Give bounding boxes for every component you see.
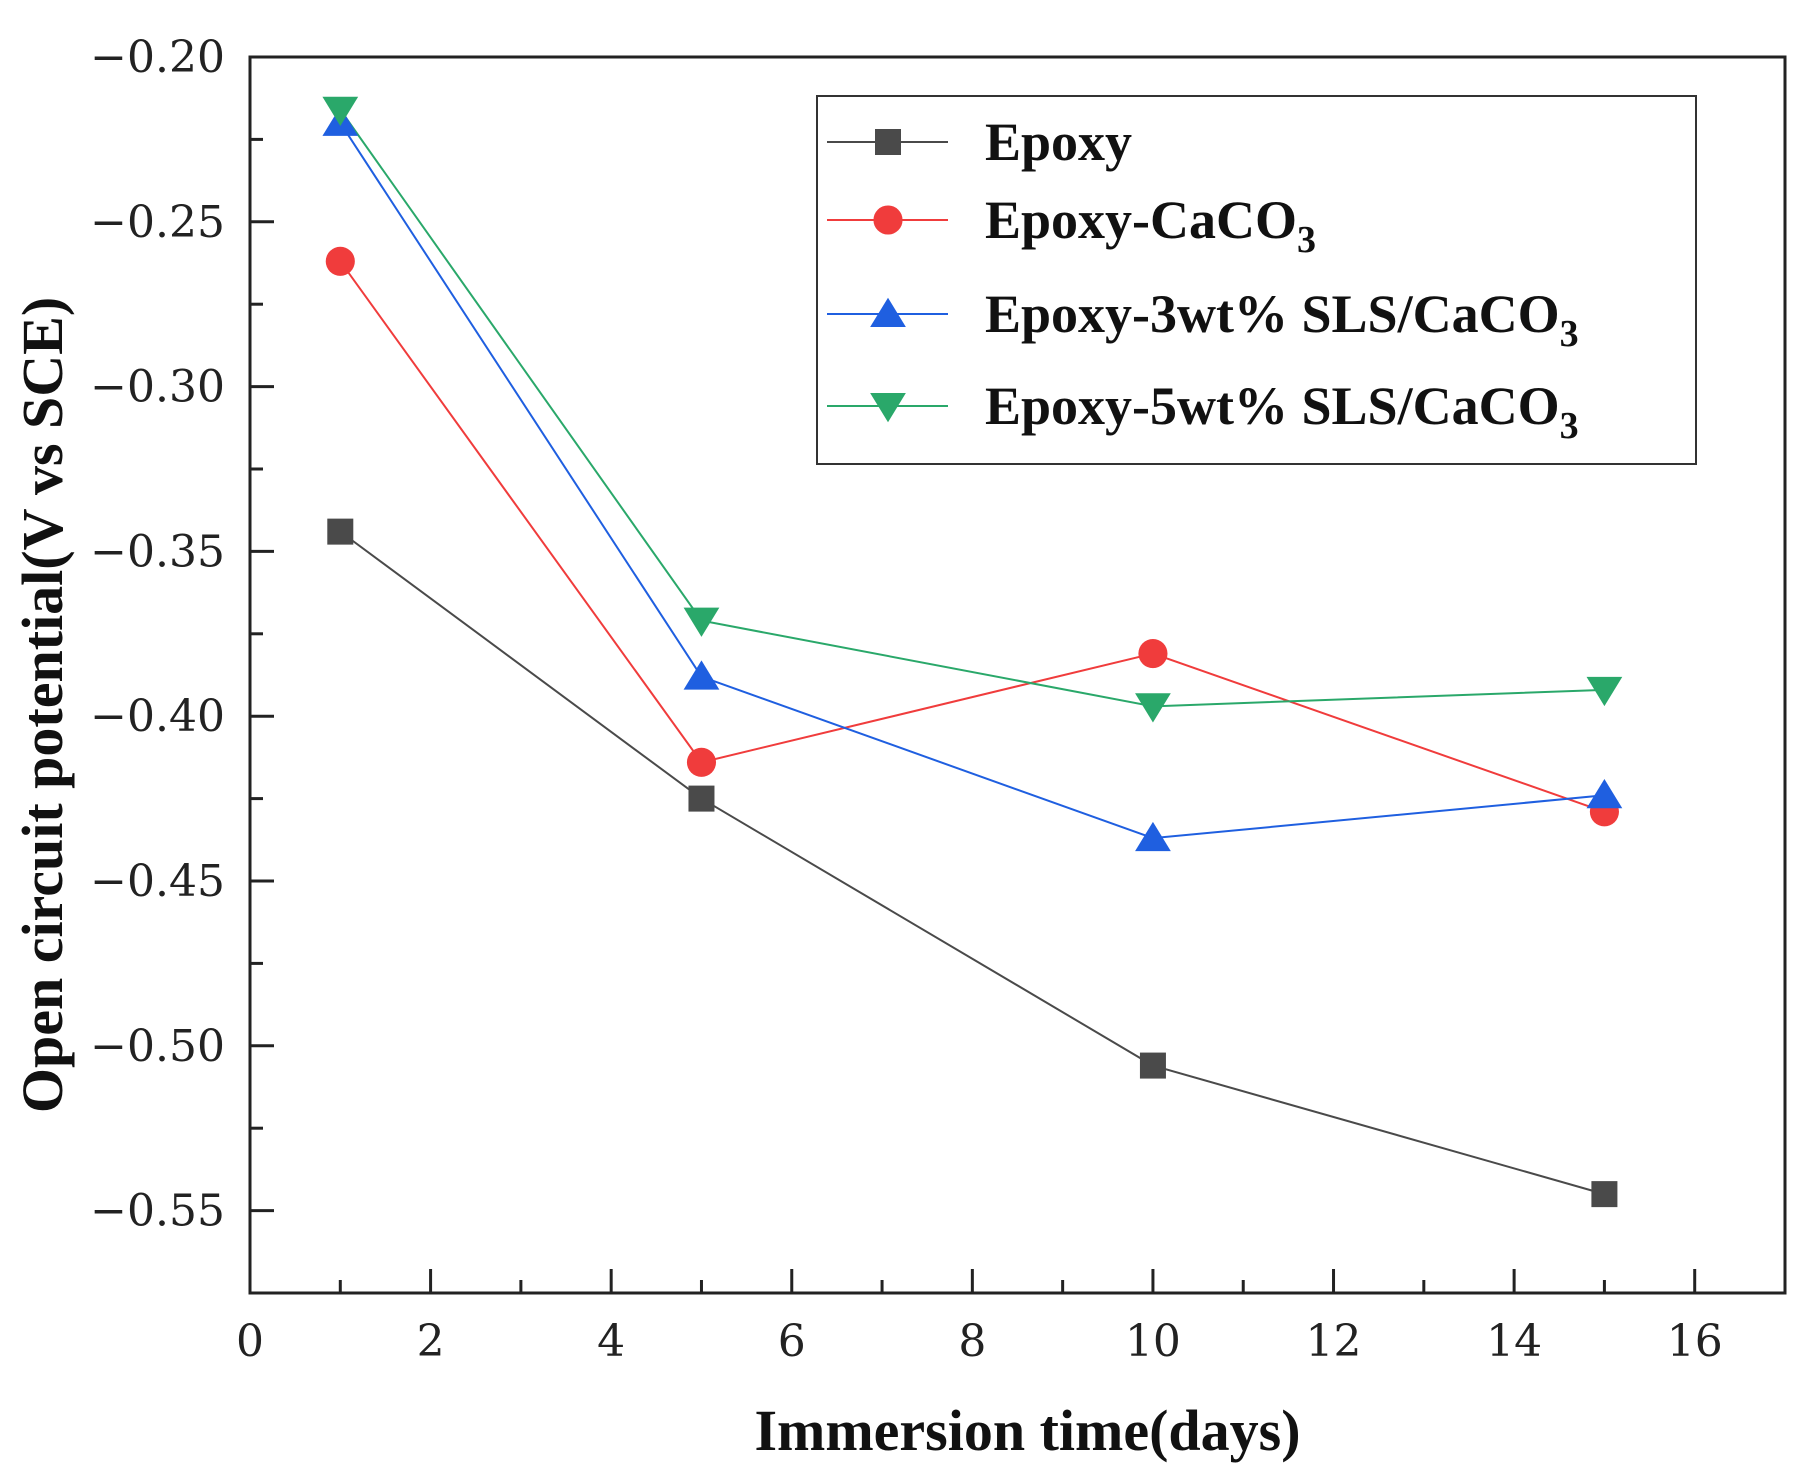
legend-marker — [873, 205, 903, 235]
data-point-2 — [683, 660, 720, 690]
y-tick-label: −0.50 — [90, 1021, 225, 1072]
legend-label-text: Epoxy-3wt% SLS/CaCO — [985, 284, 1560, 344]
y-tick-label: −0.45 — [90, 856, 225, 907]
plot-frame — [248, 55, 1787, 1295]
y-axis-title: Open circuit potential(V vs SCE) — [10, 297, 75, 1113]
x-tick-label: 10 — [1125, 1316, 1181, 1367]
data-point-0 — [327, 518, 354, 545]
legend-label-text: Epoxy-5wt% SLS/CaCO — [985, 376, 1560, 436]
data-point-3 — [1135, 693, 1171, 723]
data-point-0 — [688, 785, 715, 812]
y-tick-label: −0.35 — [90, 526, 225, 577]
legend-label: Epoxy — [985, 112, 1132, 172]
legend-label-subscript: 3 — [1297, 219, 1316, 261]
x-tick-label: 12 — [1306, 1316, 1362, 1367]
legend-marker — [875, 129, 901, 155]
data-point-0 — [1591, 1181, 1618, 1208]
x-tick-label: 14 — [1486, 1316, 1542, 1367]
y-tick-label: −0.40 — [90, 691, 225, 742]
x-tick-label: 0 — [236, 1316, 264, 1367]
legend-label-text: Epoxy-CaCO — [985, 190, 1297, 250]
legend-marker — [870, 297, 906, 327]
legend-label-text: Epoxy — [985, 112, 1132, 172]
x-tick-label: 4 — [597, 1316, 625, 1367]
legend-label: Epoxy-CaCO3 — [985, 190, 1316, 261]
y-tick-label: −0.25 — [90, 197, 225, 248]
x-tick-label: 6 — [778, 1316, 806, 1367]
x-tick-labels: 0 2 4 6 8 10 12 14 16 — [236, 1316, 1723, 1367]
legend-label-subscript: 3 — [1560, 313, 1579, 355]
legend-label: Epoxy-3wt% SLS/CaCO3 — [985, 284, 1579, 355]
legend-label: Epoxy-5wt% SLS/CaCO3 — [985, 376, 1579, 447]
data-point-3 — [683, 607, 720, 637]
x-axis-title: Immersion time(days) — [754, 1398, 1300, 1463]
data-point-3 — [322, 96, 359, 126]
y-tick-label: −0.30 — [90, 362, 225, 413]
data-point-2 — [1135, 821, 1171, 852]
y-tick-labels: −0.20 −0.25 −0.30 −0.35 −0.40 −0.45 −0.50 −0.55 — [90, 32, 225, 1237]
series-line-2 — [339, 122, 1605, 840]
series-line-0 — [339, 530, 1605, 1196]
data-point-2 — [1586, 779, 1623, 809]
series-markers — [322, 96, 1623, 1208]
x-tick-label: 8 — [958, 1316, 986, 1367]
series-lines — [339, 109, 1605, 1196]
series-line-1 — [339, 260, 1605, 813]
data-point-3 — [1586, 676, 1623, 707]
y-tick-label: −0.20 — [90, 32, 225, 83]
data-point-1 — [686, 747, 717, 777]
x-tick-label: 16 — [1667, 1316, 1723, 1367]
data-point-0 — [1139, 1052, 1166, 1079]
legend-box — [816, 95, 1697, 465]
y-tick-label: −0.55 — [90, 1186, 225, 1237]
data-point-1 — [1138, 639, 1168, 669]
legend-marker — [870, 393, 906, 423]
x-tick-label: 2 — [417, 1316, 445, 1367]
legend-label-subscript: 3 — [1560, 405, 1579, 447]
data-point-1 — [325, 246, 355, 276]
series-line-3 — [339, 109, 1605, 708]
